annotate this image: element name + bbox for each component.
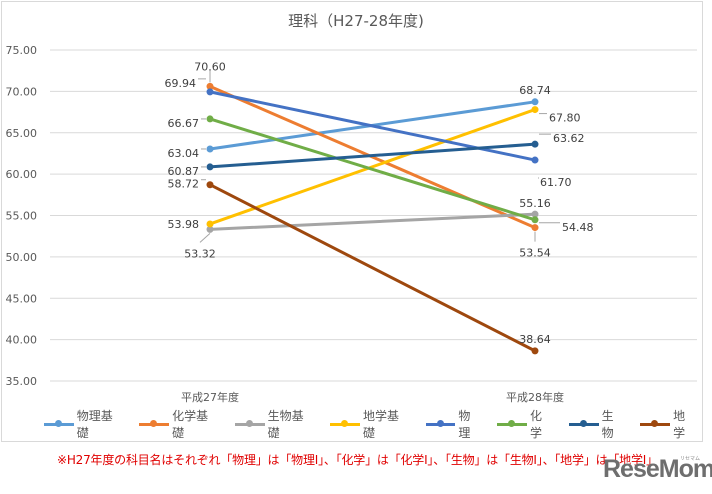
series-lines [206,82,539,355]
legend-item: 化学基礎 [139,407,219,441]
data-label: 54.48 [562,221,594,234]
data-label: 68.74 [519,84,551,97]
legend-label: 生物基礎 [267,409,304,440]
data-point [206,163,214,171]
data-point [206,88,214,96]
footnote: ※H27年度の科目名はそれぞれ「物理」は「物理I」、「化学」は「化学I」、「生物… [57,453,658,467]
legend-label: 地学基礎 [362,409,399,440]
legend-label: 物理 [458,409,471,440]
data-point [531,98,539,106]
data-label: 38.64 [519,333,551,346]
legend-item: 物理基礎 [44,407,124,441]
resemom-logo: ReseMom [603,455,712,483]
y-tick-label: 75.00 [6,44,38,57]
y-tick-label: 50.00 [6,251,38,264]
y-tick-label: 40.00 [6,334,38,347]
data-label: 60.87 [168,165,200,178]
data-label: 55.16 [519,197,551,210]
data-label: 69.94 [165,77,197,90]
data-labels: 63.04 70.60 53.32 53.98 69.94 66.67 60.8758.72… [165,60,594,345]
legend-item: 地学基礎 [330,407,410,441]
legend-line-marker-icon [139,420,170,427]
legend-item: 地学 [640,407,697,441]
legend-line-marker-icon [44,420,74,427]
legend: 物理基礎 化学基礎 生物基礎 地学基礎 物理 化学 生物 地学 [44,409,712,440]
chart-title: 理科（H27-28年度) [288,12,424,30]
legend-label: 化学基礎 [172,409,209,440]
data-point [531,140,539,148]
y-tick-label: 65.00 [6,127,38,140]
y-axis: 75.00 70.00 65.00 60.00 55.00 50.00 45.00 40.00… [6,44,38,388]
data-label: 61.70 [540,176,572,189]
y-tick-label: 35.00 [6,375,38,388]
logo-ruby: リセマム [680,456,701,462]
data-point [531,156,539,164]
data-point [531,347,539,355]
data-label: 63.62 [553,132,585,145]
data-label: 58.72 [168,178,200,191]
legend-item: 生物基礎 [234,407,315,441]
y-tick-label: 60.00 [6,168,38,181]
data-point [531,224,539,232]
data-point [206,115,214,123]
data-point [531,216,539,224]
legend-line-marker-icon [497,420,527,427]
data-point [531,210,539,218]
legend-line-marker-icon [640,420,671,427]
series-地学 [206,181,539,355]
data-point [206,220,214,228]
series-生物基礎 [206,210,539,233]
legend-label: 物理基礎 [76,409,113,440]
data-label: 66.67 [168,117,200,130]
y-tick-label: 55.00 [6,210,38,223]
series-地学基礎 [206,106,539,228]
legend-item: 生物 [568,407,626,441]
legend-item: 化学 [497,407,554,441]
legend-item: 物理 [425,407,483,441]
series-化学 [206,115,539,224]
legend-line-marker-icon [425,420,456,427]
data-label: 67.80 [549,112,581,125]
data-label: 70.60 [194,60,226,73]
series-生物 [206,140,539,171]
data-label: 53.98 [168,218,200,231]
data-label: 53.54 [519,247,551,260]
data-point [206,82,214,90]
x-tick-label: 平成28年度 [506,390,564,404]
gridlines [50,49,697,382]
legend-label: 生物 [601,409,614,440]
x-axis: 平成27年度 平成28年度 [181,390,564,404]
data-point [206,181,214,189]
data-point [206,225,214,233]
legend-line-marker-icon [234,420,265,427]
data-label: 63.04 [168,147,200,160]
legend-label: 化学 [529,409,542,440]
y-tick-label: 45.00 [6,292,38,305]
data-point [206,145,214,153]
data-point [531,106,539,114]
y-tick-label: 70.00 [6,85,38,98]
chart-frame [1,1,703,442]
legend-line-marker-icon [330,420,360,427]
x-tick-label: 平成27年度 [181,390,239,404]
data-label: 53.32 [184,247,216,260]
legend-label: 地学 [673,409,686,440]
legend-line-marker-icon [568,420,599,427]
